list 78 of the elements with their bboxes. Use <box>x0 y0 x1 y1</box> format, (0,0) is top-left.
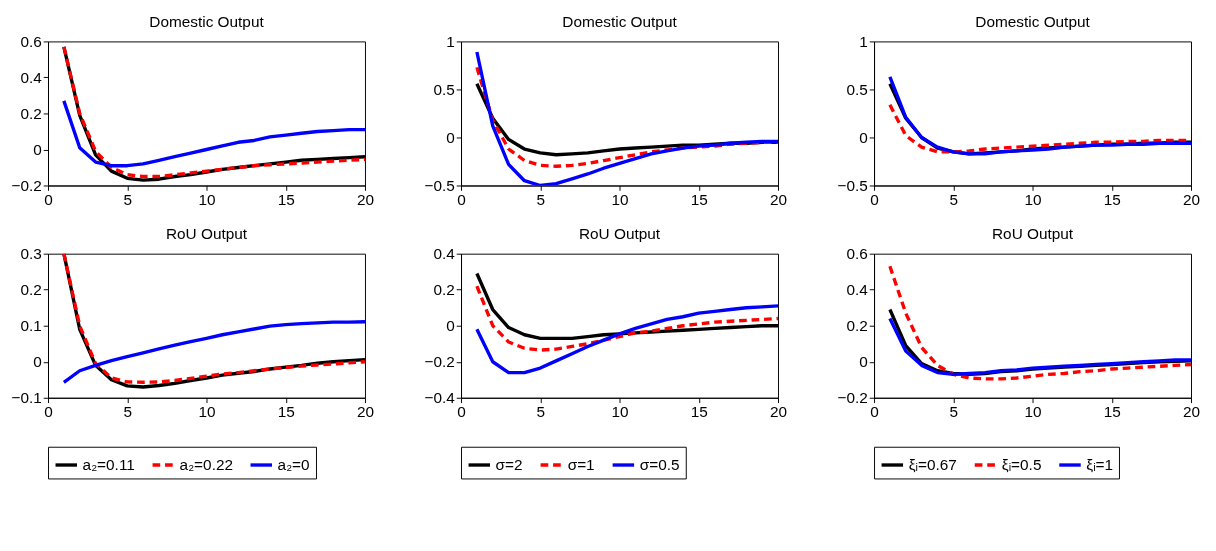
chart-title: Domestic Output <box>149 13 265 31</box>
line-series <box>475 284 779 352</box>
line-series <box>62 320 365 384</box>
y-tick-label: 1 <box>446 32 455 50</box>
y-tick-label: 0.2 <box>846 317 868 335</box>
x-tick-label: 10 <box>198 191 216 209</box>
x-tick-label: 0 <box>870 191 879 209</box>
y-tick-label: 0.2 <box>433 281 455 299</box>
x-tick-label: 15 <box>1103 403 1121 421</box>
x-tick-label: 15 <box>690 191 708 209</box>
y-tick-label: −0.2 <box>837 389 868 407</box>
x-tick-label: 0 <box>44 403 53 421</box>
y-tick-label: 0.6 <box>20 32 42 50</box>
x-tick-label: 15 <box>277 403 295 421</box>
y-tick-label: 0.2 <box>20 281 42 299</box>
x-tick-label: 0 <box>44 191 53 209</box>
x-tick-label: 15 <box>1103 191 1121 209</box>
y-tick-label: 0.2 <box>20 104 42 122</box>
line-series <box>888 264 1192 381</box>
y-tick-label: −0.4 <box>424 389 456 407</box>
y-tick-label: −0.5 <box>424 176 455 194</box>
x-tick-label: 20 <box>769 403 788 421</box>
x-tick-label: 20 <box>1182 191 1201 209</box>
chart-title: Domestic Output <box>975 13 1091 31</box>
y-tick-label: 1 <box>859 32 868 50</box>
x-tick-label: 10 <box>611 191 629 209</box>
x-tick-label: 20 <box>356 403 375 421</box>
y-tick-label: 0.3 <box>20 244 42 262</box>
y-tick-label: −0.1 <box>11 389 42 407</box>
line-series <box>475 65 779 168</box>
legend-label: ξᵢ=0.5 <box>1001 455 1042 473</box>
chart-title: RoU Output <box>991 225 1074 243</box>
chart-title: RoU Output <box>578 225 661 243</box>
legend-label: σ=1 <box>567 455 595 473</box>
x-tick-label: 10 <box>198 403 216 421</box>
y-tick-label: −0.2 <box>11 176 42 194</box>
y-tick-label: 0.5 <box>846 80 868 98</box>
y-tick-label: 0.4 <box>433 244 456 262</box>
legend-label: ξᵢ=0.67 <box>908 455 957 473</box>
y-tick-label: 0.5 <box>433 80 455 98</box>
line-series <box>475 50 779 186</box>
chart-title: RoU Output <box>165 225 248 243</box>
x-tick-label: 0 <box>870 403 879 421</box>
y-tick-label: 0.4 <box>20 68 43 86</box>
x-tick-label: 20 <box>769 191 788 209</box>
line-series <box>475 304 779 375</box>
y-tick-label: 0 <box>859 353 868 371</box>
x-tick-label: 15 <box>690 403 708 421</box>
legend-label: a₂=0 <box>277 455 310 473</box>
x-tick-label: 15 <box>277 191 295 209</box>
x-tick-label: 20 <box>1182 403 1201 421</box>
y-tick-label: 0 <box>33 353 42 371</box>
x-tick-label: 5 <box>949 191 959 209</box>
x-tick-label: 5 <box>536 191 546 209</box>
x-tick-label: 5 <box>949 403 959 421</box>
x-tick-label: 10 <box>611 403 629 421</box>
y-tick-label: 0 <box>33 140 42 158</box>
y-tick-label: −0.5 <box>837 176 868 194</box>
x-tick-label: 10 <box>1024 403 1042 421</box>
line-series <box>62 99 365 168</box>
y-tick-label: 0 <box>859 128 868 146</box>
legend-label: σ=2 <box>495 455 523 473</box>
y-tick-label: 0.1 <box>20 317 42 335</box>
x-tick-label: 10 <box>1024 191 1042 209</box>
chart-title: Domestic Output <box>562 13 678 31</box>
legend-label: a₂=0.11 <box>82 455 135 473</box>
legend-label: σ=0.5 <box>639 455 680 473</box>
x-tick-label: 20 <box>356 191 375 209</box>
y-tick-label: 0.6 <box>846 244 868 262</box>
y-tick-label: 0.4 <box>846 281 869 299</box>
y-tick-label: 0 <box>446 128 455 146</box>
legend-label: a₂=0.22 <box>179 455 233 473</box>
y-tick-label: 0 <box>446 317 455 335</box>
x-tick-label: 5 <box>123 403 133 421</box>
legend-label: ξᵢ=1 <box>1086 455 1114 473</box>
y-tick-label: −0.2 <box>424 353 455 371</box>
x-tick-label: 5 <box>123 191 133 209</box>
x-tick-label: 5 <box>536 403 546 421</box>
